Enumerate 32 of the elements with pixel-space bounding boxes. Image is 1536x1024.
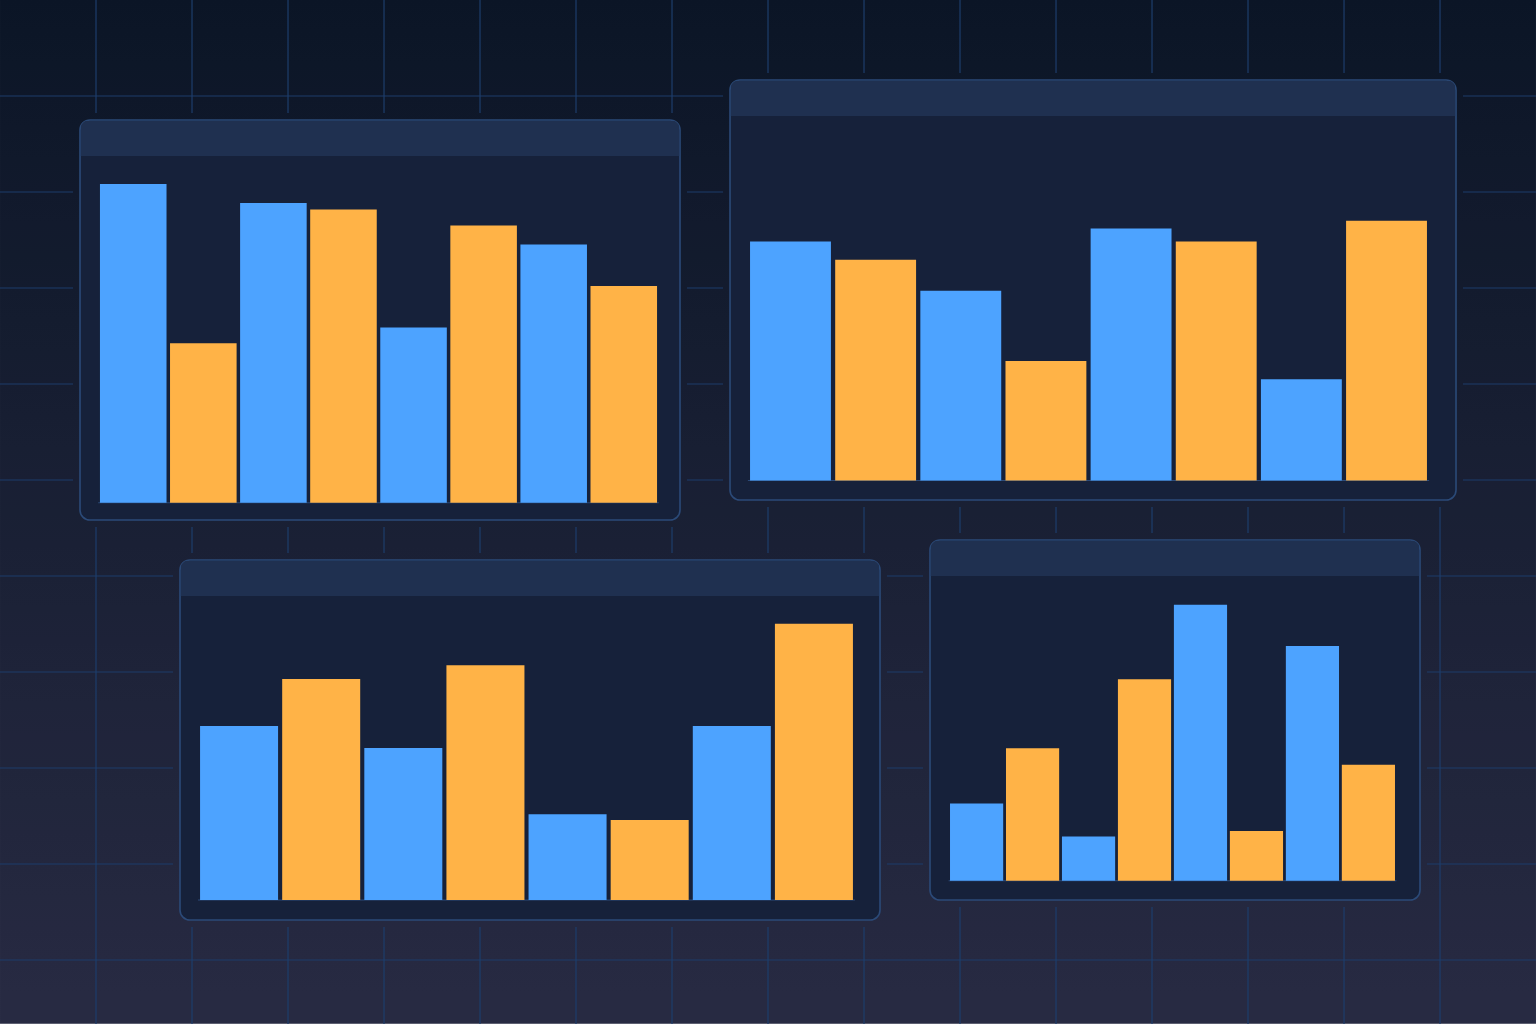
bar xyxy=(950,803,1004,881)
bar xyxy=(528,814,607,900)
bar xyxy=(240,203,307,503)
bar xyxy=(750,241,831,481)
bar xyxy=(1175,241,1257,481)
bar xyxy=(1346,220,1427,481)
bar xyxy=(590,285,658,503)
bar xyxy=(1005,360,1087,481)
bar xyxy=(364,748,443,900)
bar xyxy=(99,184,167,503)
bar xyxy=(1285,646,1340,881)
bar xyxy=(380,327,447,503)
bar xyxy=(1229,831,1284,881)
bar xyxy=(282,679,361,900)
bar xyxy=(1341,764,1395,881)
bar xyxy=(1061,836,1116,881)
bar xyxy=(200,725,279,900)
bar xyxy=(450,225,517,503)
bar xyxy=(774,623,853,900)
bar xyxy=(920,290,1002,481)
bar xyxy=(1005,748,1060,881)
bar xyxy=(170,343,237,503)
bar xyxy=(520,244,587,503)
bar xyxy=(446,665,525,900)
bar xyxy=(1260,379,1342,481)
bar xyxy=(1090,228,1172,481)
bar xyxy=(692,725,771,900)
bar xyxy=(1173,604,1228,881)
bar xyxy=(1117,679,1172,881)
bar xyxy=(610,819,689,900)
bar xyxy=(310,209,377,503)
bar xyxy=(835,259,917,481)
